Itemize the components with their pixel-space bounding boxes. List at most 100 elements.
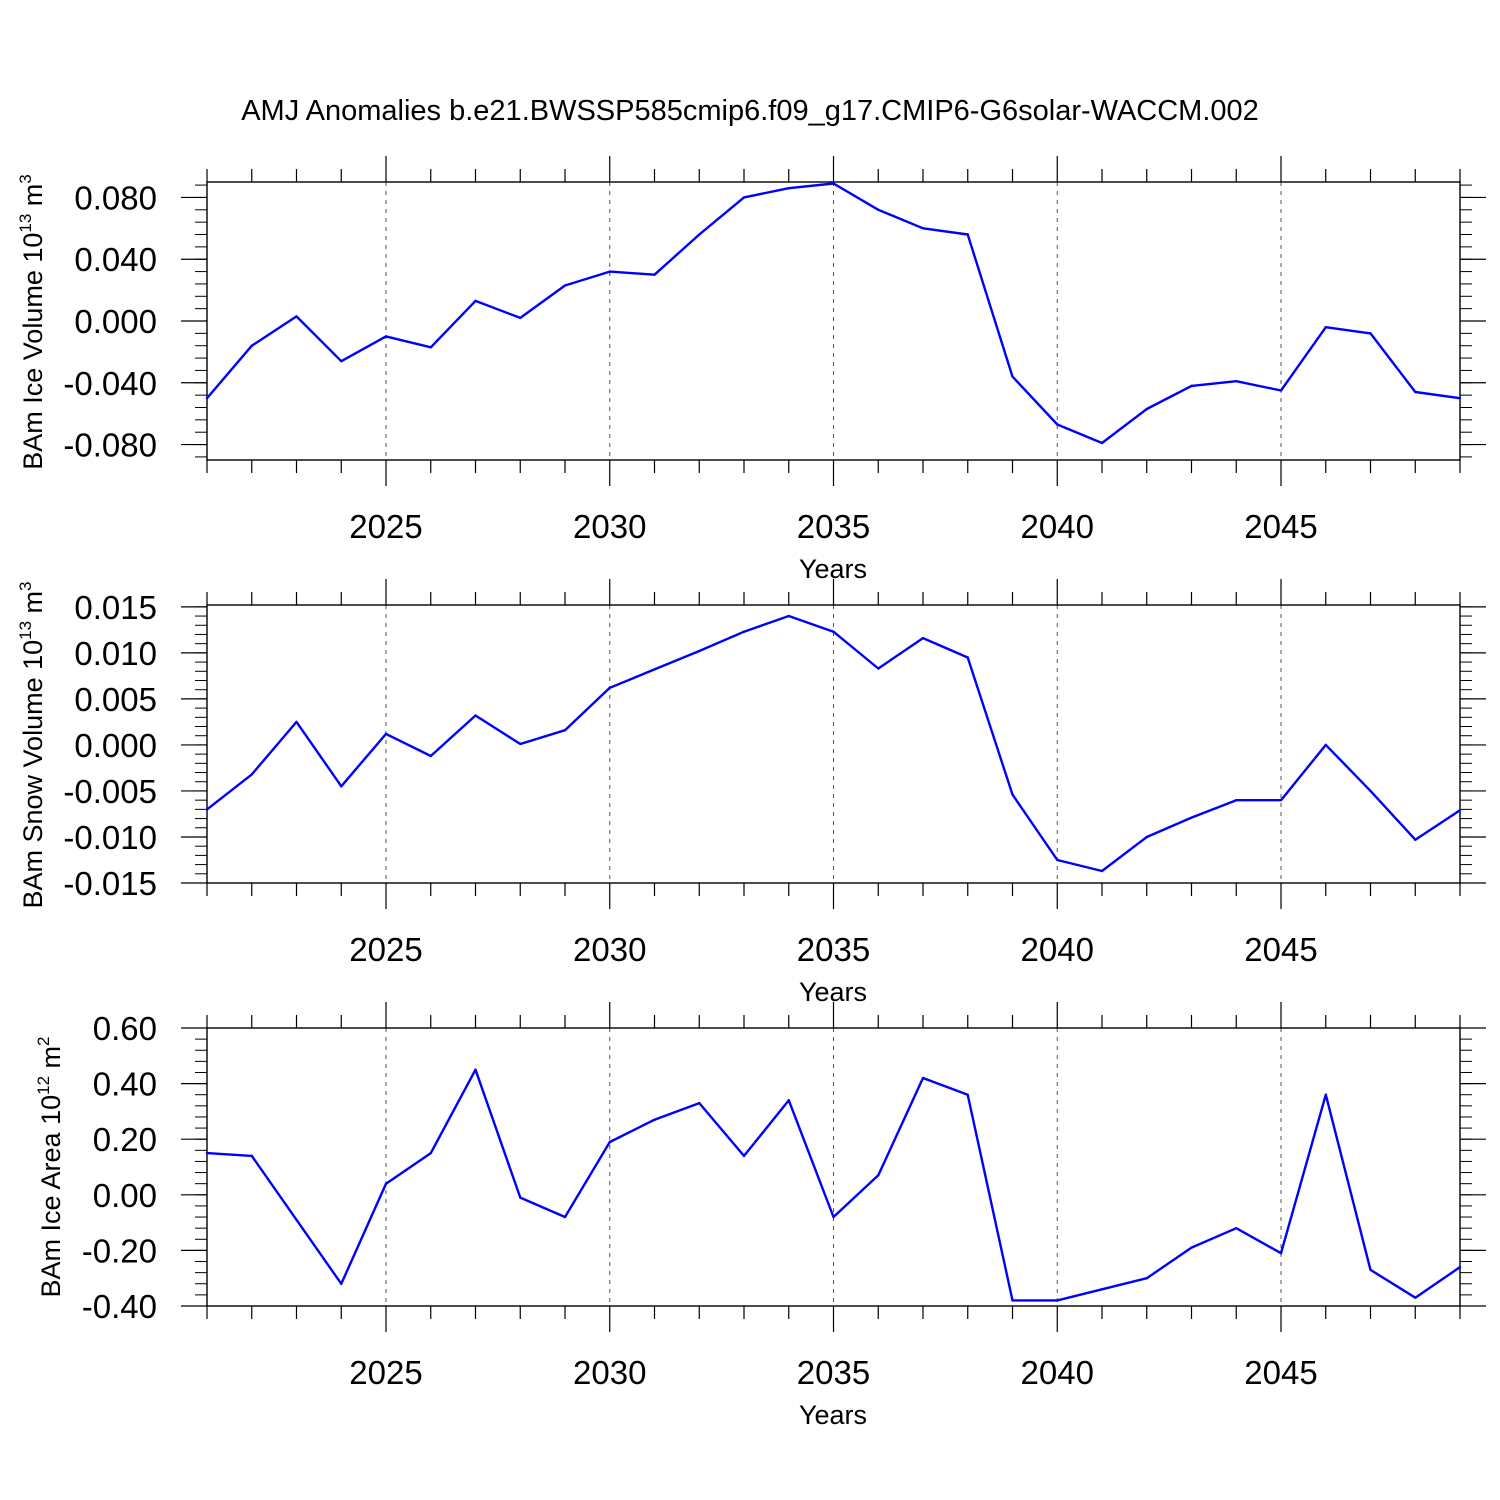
- panel-ice-area-ylabel: BAm Ice Area 1012 m2: [34, 1037, 66, 1298]
- data-point: [429, 1151, 432, 1155]
- data-point: [1056, 858, 1059, 862]
- data-point: [787, 614, 790, 618]
- data-point: [877, 1174, 880, 1177]
- panel-ice-area-xlabel: Years: [799, 1400, 867, 1430]
- data-point: [519, 742, 522, 746]
- panel-ice-volume-ylabel: BAm Ice Volume 1013 m3: [16, 174, 48, 470]
- data-point: [1100, 441, 1104, 445]
- y-tick-label: 0.20: [93, 1121, 157, 1158]
- data-point: [474, 1068, 477, 1071]
- data-point: [563, 728, 567, 732]
- data-point: [877, 208, 880, 211]
- data-point: [653, 668, 656, 671]
- x-tick-label: 2035: [797, 508, 870, 545]
- data-point: [1011, 793, 1014, 796]
- data-point: [832, 182, 835, 185]
- data-point: [205, 397, 209, 400]
- data-point: [1369, 789, 1372, 793]
- data-point: [1235, 798, 1238, 802]
- data-point: [1056, 1299, 1059, 1302]
- data-point: [787, 186, 790, 190]
- data-point: [1100, 1288, 1104, 1291]
- data-point: [1190, 1246, 1193, 1249]
- data-point: [1414, 838, 1417, 841]
- y-tick-label: 0.000: [74, 303, 157, 340]
- data-point: [1279, 1251, 1283, 1255]
- x-tick-label: 2045: [1244, 1354, 1317, 1391]
- x-tick-label: 2035: [797, 1354, 870, 1391]
- data-point: [877, 667, 880, 670]
- data-point: [1190, 384, 1193, 388]
- data-point: [1145, 835, 1148, 839]
- data-point: [742, 196, 746, 199]
- data-point: [519, 316, 522, 320]
- data-point: [1458, 809, 1462, 812]
- data-point: [832, 630, 835, 633]
- data-point: [653, 273, 656, 276]
- x-tick-label: 2030: [573, 508, 646, 545]
- data-point: [1324, 1093, 1327, 1096]
- data-point: [832, 1215, 835, 1219]
- data-point: [563, 284, 567, 287]
- data-point: [1369, 1268, 1372, 1272]
- data-point: [698, 649, 701, 653]
- data-point: [966, 233, 969, 236]
- data-point: [921, 1076, 925, 1080]
- data-point: [742, 630, 746, 633]
- plot-snow-volume: 2025 2030 2035 2040 2045 0.015 0.010 0.005 0.000…: [63, 579, 1486, 968]
- y-tick-label: -0.40: [82, 1288, 157, 1325]
- plot-ice-volume: 2025 2030 2035 2040 2045 0.080 0.040 0.000 -0.04…: [63, 156, 1486, 545]
- data-point: [205, 1151, 209, 1155]
- data-point: [519, 1196, 522, 1199]
- y-tick-label: -0.015: [63, 865, 157, 902]
- x-tick-label: 2040: [1021, 508, 1094, 545]
- data-point: [205, 808, 209, 811]
- y-tick-label: 0.015: [74, 589, 157, 626]
- data-point: [1100, 869, 1104, 873]
- data-point: [295, 315, 298, 318]
- data-point: [295, 1218, 298, 1222]
- data-point: [340, 1282, 343, 1285]
- data-point: [1458, 397, 1462, 400]
- y-tick-label: 0.040: [74, 241, 157, 278]
- y-tick-label: 0.010: [74, 635, 157, 672]
- data-point: [1324, 325, 1327, 329]
- y-tick-label: -0.080: [63, 427, 157, 464]
- data-point: [653, 1118, 656, 1121]
- series-line-ice-volume: [206, 182, 1461, 445]
- data-point: [787, 1099, 790, 1102]
- data-point: [608, 270, 611, 273]
- y-tick-label: -0.010: [63, 819, 157, 856]
- y-tick-label: 0.40: [93, 1066, 157, 1103]
- data-point: [1056, 423, 1059, 426]
- y-tick-label: -0.20: [82, 1232, 157, 1269]
- data-point: [384, 1182, 388, 1185]
- data-point: [1011, 1299, 1014, 1302]
- y-tick-label: 0.000: [74, 727, 157, 764]
- data-point: [474, 299, 477, 303]
- panel-snow-volume: BAm Snow Volume 1013 m3 Years: [16, 581, 867, 1007]
- data-point: [1279, 389, 1283, 392]
- data-point: [295, 720, 298, 724]
- data-point: [921, 636, 925, 640]
- data-point: [1235, 380, 1238, 383]
- data-point: [608, 686, 611, 690]
- data-point: [966, 656, 969, 659]
- x-tick-label: 2045: [1244, 931, 1317, 968]
- data-point: [1235, 1226, 1238, 1230]
- data-point: [1369, 332, 1372, 335]
- data-point: [250, 773, 253, 776]
- data-point: [1190, 816, 1193, 819]
- x-tick-label: 2035: [797, 931, 870, 968]
- data-point: [608, 1140, 611, 1144]
- data-point: [698, 233, 701, 236]
- data-point: [384, 732, 388, 736]
- y-tick-label: 0.00: [93, 1177, 157, 1214]
- data-point: [921, 227, 925, 230]
- panel-snow-volume-ylabel: BAm Snow Volume 1013 m3: [16, 581, 48, 908]
- data-point: [563, 1215, 567, 1219]
- x-tick-label: 2030: [573, 931, 646, 968]
- y-tick-label: -0.040: [63, 365, 157, 402]
- figure-title: AMJ Anomalies b.e21.BWSSP585cmip6.f09_g1…: [241, 95, 1259, 127]
